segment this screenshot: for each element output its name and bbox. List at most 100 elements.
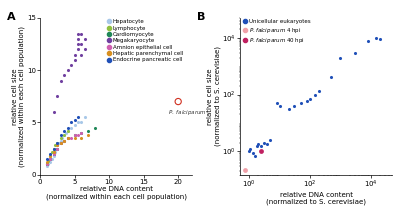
X-axis label: relative DNA content
(normalized within each cell population): relative DNA content (normalized within … — [46, 186, 186, 200]
Point — [45, 162, 52, 166]
Point — [307, 97, 313, 101]
Point — [54, 95, 60, 98]
Text: $\it{P.}$ $\it{falciparum}$: $\it{P.}$ $\it{falciparum}$ — [168, 108, 207, 117]
Point — [78, 131, 85, 135]
Point — [61, 133, 67, 137]
Point — [85, 129, 92, 133]
Point — [52, 150, 58, 153]
Point — [61, 140, 67, 143]
Point — [312, 93, 318, 96]
Point — [82, 47, 88, 51]
Point — [47, 154, 54, 158]
Point — [264, 142, 271, 146]
Point — [47, 152, 54, 156]
Point — [365, 39, 371, 42]
Point — [48, 157, 55, 161]
Point — [51, 152, 57, 156]
Point — [337, 56, 344, 59]
Point — [58, 142, 64, 145]
Point — [51, 150, 57, 153]
Point — [251, 154, 258, 157]
Point — [75, 37, 81, 41]
Point — [82, 37, 88, 41]
Point — [51, 152, 57, 156]
Point — [44, 162, 50, 166]
Point — [54, 147, 60, 150]
Point — [78, 32, 85, 35]
Point — [175, 100, 181, 103]
Point — [304, 99, 310, 103]
Point — [54, 147, 60, 150]
Point — [258, 144, 264, 148]
Point — [64, 136, 71, 140]
Point — [54, 142, 60, 145]
Point — [242, 168, 248, 172]
Point — [44, 165, 50, 168]
Point — [71, 123, 78, 126]
Point — [61, 129, 67, 133]
Point — [54, 144, 60, 147]
Point — [47, 157, 54, 161]
Point — [71, 118, 78, 122]
Point — [51, 110, 57, 114]
Point — [64, 129, 71, 133]
Point — [45, 159, 52, 163]
Point — [258, 150, 264, 153]
Point — [64, 136, 71, 140]
Point — [255, 142, 262, 146]
Point — [316, 90, 322, 93]
Point — [78, 121, 85, 124]
Point — [58, 142, 64, 145]
Point — [56, 142, 62, 145]
Point — [68, 121, 74, 124]
Point — [51, 152, 57, 156]
Point — [61, 133, 67, 137]
Point — [75, 121, 81, 124]
Point — [64, 136, 71, 140]
Point — [75, 42, 81, 46]
Point — [51, 154, 57, 158]
Point — [260, 141, 267, 144]
Point — [71, 136, 78, 140]
Point — [54, 144, 60, 147]
Point — [44, 160, 50, 164]
Point — [44, 162, 50, 166]
Point — [254, 144, 260, 148]
Point — [276, 104, 283, 108]
Point — [298, 101, 304, 105]
Point — [246, 150, 252, 153]
Point — [85, 133, 92, 137]
Point — [51, 150, 57, 153]
Text: A: A — [6, 12, 15, 22]
Point — [58, 142, 64, 145]
Point — [68, 136, 74, 140]
Point — [75, 47, 81, 51]
Legend: Hepatocyte, Lymphocyte, Cardiomyocyte, Megakaryocyte, Amnion epithelial cell, He: Hepatocyte, Lymphocyte, Cardiomyocyte, M… — [107, 19, 183, 62]
Text: B: B — [198, 12, 206, 22]
Point — [71, 53, 78, 56]
Point — [64, 126, 71, 129]
Point — [58, 140, 64, 143]
Point — [75, 115, 81, 119]
Point — [58, 133, 64, 137]
Point — [247, 147, 254, 151]
Point — [44, 157, 50, 161]
Point — [373, 36, 379, 40]
Point — [291, 104, 297, 108]
Point — [49, 150, 56, 153]
Point — [92, 126, 98, 129]
Point — [328, 76, 334, 79]
Legend: Unicellular eukaryotes, $\it{P. falciparum}$ 4 hpi, $\it{P. falciparum}$ 40 hpi: Unicellular eukaryotes, $\it{P. falcipar… — [243, 19, 310, 45]
Point — [52, 144, 58, 147]
Point — [47, 160, 54, 164]
Point — [54, 147, 60, 150]
Point — [286, 108, 292, 111]
Point — [54, 142, 60, 145]
Point — [61, 140, 67, 143]
Point — [71, 58, 78, 62]
Point — [51, 147, 57, 150]
Point — [64, 129, 71, 133]
Point — [58, 136, 64, 140]
Point — [58, 79, 64, 82]
Point — [47, 154, 54, 158]
